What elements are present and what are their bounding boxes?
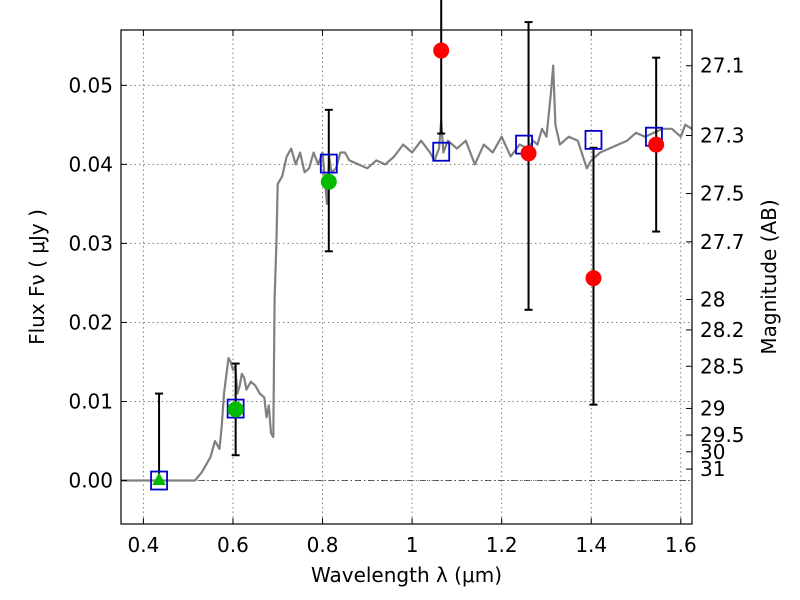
red-data-point (520, 145, 537, 162)
red-data-point (648, 136, 665, 153)
y-tick-label: 0.02 (68, 310, 113, 334)
y-right-axis-label: Magnitude (AB) (757, 199, 781, 354)
mag-tick-label: 28 (700, 287, 725, 311)
model-spectrum-line (121, 64, 693, 482)
bandpass-square-marker (226, 398, 245, 419)
mag-tick-label: 28.2 (700, 318, 745, 342)
y-tick-label: 0.04 (68, 152, 113, 176)
mag-tick-label: 31 (700, 457, 725, 481)
red-data-point (433, 42, 450, 59)
y-tick-label: 0.05 (68, 73, 113, 97)
bandpass-square-marker (319, 153, 338, 174)
x-tick-label: 0.8 (307, 533, 339, 557)
mag-tick-label: 27.7 (700, 230, 745, 254)
plot-frame (120, 29, 693, 525)
ticks-layer: 0.4 0.6 0.8 1 1.2 1.4 1.6 0.00 0.01 0.02 0.03 0.04 0… (68, 30, 745, 557)
green-data-point (320, 173, 337, 190)
y-tick-label: 0.01 (68, 389, 113, 413)
mag-tick-label: 27.5 (700, 182, 745, 206)
mag-tick-label: 27.3 (700, 124, 745, 148)
x-tick-label: 1.6 (665, 533, 697, 557)
red-data-point (585, 270, 602, 287)
y-tick-label: 0.00 (68, 469, 113, 493)
green-data-point (227, 401, 244, 418)
bandpass-square-marker (584, 129, 603, 150)
bandpass-square-marker (150, 470, 168, 491)
grid-layer (121, 30, 692, 524)
mag-tick-label: 28.5 (700, 354, 745, 378)
x-tick-label: 0.4 (127, 533, 159, 557)
bandpass-square-marker (432, 141, 451, 162)
green-triangle-marker (152, 472, 166, 486)
x-tick-label: 1.4 (575, 533, 607, 557)
mag-tick-label: 29 (700, 396, 725, 420)
x-axis-label: Wavelength λ (μm) (311, 563, 502, 587)
mag-tick-label: 29.5 (700, 423, 745, 447)
y-tick-label: 0.03 (68, 231, 113, 255)
model-layer (121, 64, 693, 482)
points-layer (150, 0, 665, 491)
y-axis-label: Flux Fν ( μJy ) (25, 209, 49, 345)
x-tick-label: 0.6 (217, 533, 249, 557)
mag-tick-label: 30 (700, 440, 725, 464)
x-tick-label: 1 (406, 533, 419, 557)
x-tick-label: 1.2 (486, 533, 518, 557)
mag-tick-label: 27.1 (700, 54, 745, 78)
